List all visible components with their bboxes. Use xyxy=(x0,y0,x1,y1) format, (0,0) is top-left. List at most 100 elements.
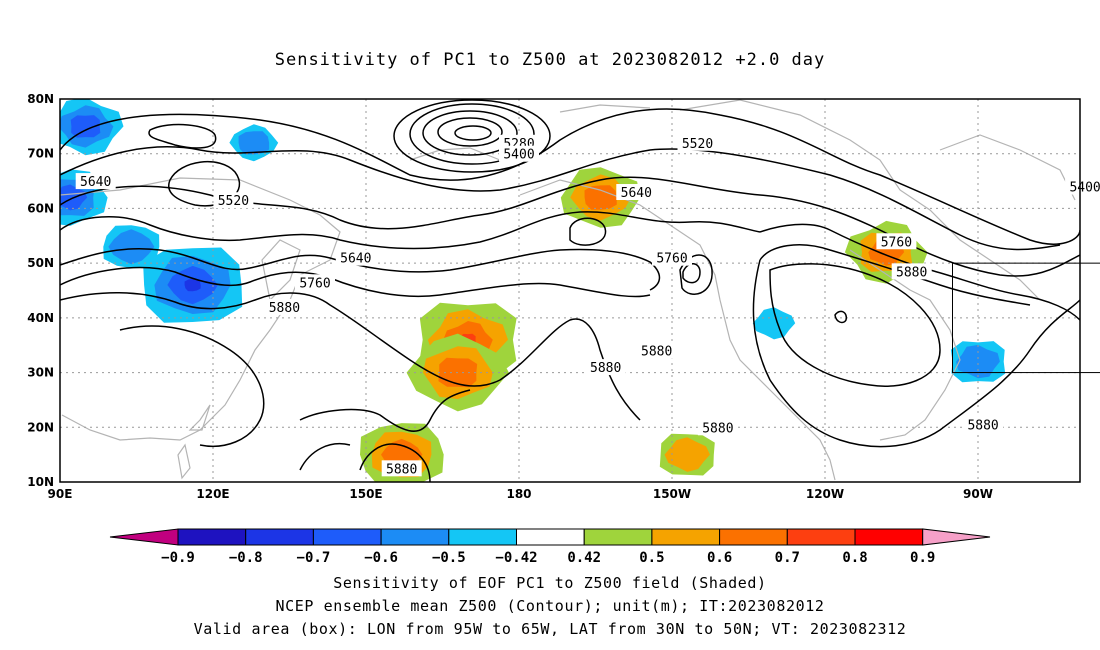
sensitivity-shade xyxy=(956,344,1000,379)
contour-label-bg xyxy=(499,145,539,162)
contour-label: 5760 xyxy=(299,276,330,291)
lat-tick-label: 10N xyxy=(27,475,54,489)
map-gridlines xyxy=(60,99,1080,482)
colorbar-tick-label: 0.9 xyxy=(910,550,935,566)
sensitivity-shading xyxy=(60,99,1006,482)
sensitivity-shade xyxy=(752,307,796,340)
contour-label: 5520 xyxy=(682,137,713,152)
sensitivity-region xyxy=(659,433,715,476)
contour-label-bg xyxy=(963,416,1004,433)
contour-label: 5880 xyxy=(590,361,621,376)
colorbar-tick-label: 0.5 xyxy=(639,550,664,566)
lat-tick-label: 70N xyxy=(27,147,54,161)
contour-label: 5640 xyxy=(340,252,371,267)
sensitivity-region xyxy=(752,307,796,340)
colorbar-swatch xyxy=(516,528,585,546)
sensitivity-shade xyxy=(664,437,710,472)
contour-label: 5520 xyxy=(218,194,249,209)
colorbar-tick-label: −0.42 xyxy=(495,550,537,566)
sensitivity-region xyxy=(103,225,160,268)
contour-label-bg xyxy=(652,249,692,266)
lon-tick-label: 120E xyxy=(196,487,229,501)
lat-tick-label: 20N xyxy=(27,420,54,434)
coastlines xyxy=(60,99,1076,481)
colorbar-tick-label: 0.7 xyxy=(775,550,800,566)
colorbar-swatch xyxy=(854,528,924,546)
colorbar-min-arrow xyxy=(109,528,179,546)
colorbar-swatch xyxy=(651,528,721,546)
contour-label-bg xyxy=(75,173,116,190)
latitude-labels: 10N 20N 30N 40N 50N 60N 70N 80N xyxy=(27,92,54,489)
colorbar-tick-label: −0.8 xyxy=(229,550,263,566)
colorbar: −0.9 −0.8 −0.7 −0.6 −0.5 −0.42 0.42 0.5 0.6 0.7 0.… xyxy=(109,528,991,566)
contour-label: 5880 xyxy=(967,419,998,434)
lon-tick-label: 150E xyxy=(349,487,382,501)
contour-label: 5640 xyxy=(621,186,652,201)
lon-tick-label: 180 xyxy=(506,487,531,501)
caption-contour: NCEP ensemble mean Z500 (Contour); unit(… xyxy=(275,597,825,615)
contour-label-bg xyxy=(891,263,932,280)
lon-tick-label: 120W xyxy=(806,487,844,501)
colorbar-tick-label: −0.7 xyxy=(297,550,331,566)
longitude-labels: 90E120E150E180150W120W90W60W xyxy=(48,487,993,501)
valid-area-box xyxy=(952,262,1100,374)
caption-shading: Sensitivity of EOF PC1 to Z500 field (Sh… xyxy=(333,574,767,592)
contour-label: 5880 xyxy=(269,301,300,316)
contour-label-bg xyxy=(677,134,718,151)
contour-label-bg xyxy=(636,342,677,359)
sensitivity-region xyxy=(950,341,1006,383)
lon-tick-label: 90E xyxy=(48,487,73,501)
colorbar-swatch xyxy=(312,528,382,546)
lat-tick-label: 40N xyxy=(27,311,54,325)
contour-label-bg xyxy=(585,359,626,376)
caption-valid-area: Valid area (box): LON from 95W to 65W, L… xyxy=(193,620,907,638)
contour-label-bg xyxy=(264,298,305,315)
colorbar-swatch xyxy=(380,528,450,546)
sensitivity-shade xyxy=(70,115,101,138)
lon-tick-label: 150W xyxy=(653,487,691,501)
lat-tick-label: 30N xyxy=(27,366,54,380)
colorbar-max-arrow xyxy=(922,528,991,546)
colorbar-tick-label: −0.6 xyxy=(364,550,398,566)
colorbar-tick-label: −0.9 xyxy=(161,550,195,566)
contour-label: 5880 xyxy=(641,345,672,360)
contour-labels: 5640552056405760588052805400552056405760… xyxy=(75,134,1100,477)
contour-label: 5880 xyxy=(386,462,417,477)
contour-label-bg xyxy=(876,233,917,250)
contour-label: 5760 xyxy=(881,235,912,250)
z500-contours xyxy=(60,99,1080,482)
sensitivity-shade xyxy=(108,229,155,265)
contour-label-bg xyxy=(697,419,738,436)
contour-label-bg xyxy=(616,184,657,201)
contour-label-bg xyxy=(1065,178,1100,195)
contour-label-bg xyxy=(295,274,335,291)
colorbar-swatch xyxy=(786,528,856,546)
sensitivity-shade xyxy=(184,279,201,292)
page-title: Sensitivity of PC1 to Z500 at 2023082012… xyxy=(274,50,826,70)
contour-label: 5760 xyxy=(656,252,687,267)
sensitivity-region xyxy=(229,124,279,162)
contour-label: 5880 xyxy=(702,421,733,436)
colorbar-tick-label: 0.8 xyxy=(842,550,867,566)
colorbar-tick-label: 0.42 xyxy=(567,550,601,566)
colorbar-swatch xyxy=(448,528,517,546)
contour-label-bg xyxy=(213,192,254,209)
sensitivity-region xyxy=(60,99,124,156)
contour-label: 5640 xyxy=(80,175,111,190)
contour-label: 5400 xyxy=(503,148,534,163)
colorbar-tick-label: −0.5 xyxy=(432,550,466,566)
sensitivity-shade xyxy=(584,185,617,210)
colorbar-swatch xyxy=(719,528,788,546)
colorbar-tick-label: 0.6 xyxy=(707,550,732,566)
lat-tick-label: 60N xyxy=(27,201,54,215)
lon-tick-label: 90W xyxy=(963,487,993,501)
map-frame xyxy=(59,98,1081,483)
contour-label-bg xyxy=(381,460,422,477)
colorbar-swatch xyxy=(583,528,653,546)
colorbar-swatch xyxy=(177,528,247,546)
lat-tick-label: 50N xyxy=(27,256,54,270)
contour-label: 5880 xyxy=(896,265,927,280)
contour-label: 5400 xyxy=(1069,181,1100,196)
lat-tick-label: 80N xyxy=(27,92,54,106)
